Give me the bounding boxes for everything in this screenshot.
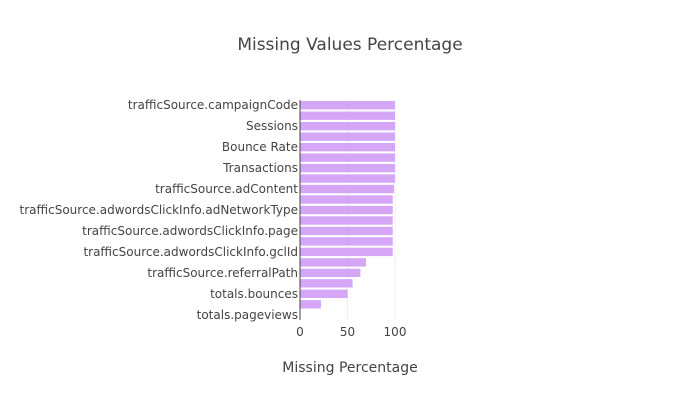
bar bbox=[300, 289, 348, 298]
y-tick-label: trafficSource.adwordsClickInfo.page bbox=[82, 224, 298, 238]
chart-title: Missing Values Percentage bbox=[237, 35, 462, 55]
bars bbox=[300, 101, 395, 319]
y-tick-label: totals.bounces bbox=[210, 287, 298, 301]
bar bbox=[300, 205, 393, 215]
bar bbox=[300, 268, 361, 278]
y-tick-label: trafficSource.adContent bbox=[155, 182, 298, 196]
bar bbox=[300, 132, 395, 141]
bar bbox=[300, 122, 395, 131]
bar bbox=[300, 184, 394, 194]
y-tick-label: trafficSource.campaignCode bbox=[128, 98, 298, 112]
x-tick-labels: 0 50 100 bbox=[296, 325, 406, 339]
bar bbox=[300, 142, 395, 152]
y-tick-label: trafficSource.adwordsClickInfo.adNetwork… bbox=[20, 203, 298, 217]
bar bbox=[300, 226, 393, 236]
bar bbox=[300, 195, 393, 204]
y-tick-label: Bounce Rate bbox=[222, 140, 298, 154]
x-tick-label: 0 bbox=[296, 325, 304, 339]
x-axis-title: Missing Percentage bbox=[282, 360, 417, 376]
x-tick-label: 100 bbox=[384, 325, 407, 339]
y-tick-label: totals.pageviews bbox=[197, 308, 298, 322]
x-tick-label: 50 bbox=[340, 325, 355, 339]
bar bbox=[300, 163, 395, 173]
bar bbox=[300, 101, 395, 110]
bar bbox=[300, 247, 393, 257]
bar bbox=[300, 279, 353, 288]
y-tick-label: trafficSource.adwordsClickInfo.gclId bbox=[83, 245, 298, 259]
y-tick-label: trafficSource.referralPath bbox=[147, 266, 298, 280]
bar bbox=[300, 216, 393, 225]
bar bbox=[300, 174, 395, 183]
bar bbox=[300, 237, 393, 246]
y-tick-labels: trafficSource.campaignCode Sessions Bounce… bbox=[20, 98, 299, 322]
bar bbox=[300, 300, 321, 309]
bar bbox=[300, 153, 395, 162]
y-tick-label: Transactions bbox=[222, 161, 298, 175]
bar bbox=[300, 258, 367, 267]
y-tick-label: Sessions bbox=[246, 119, 298, 133]
bar bbox=[300, 111, 395, 120]
